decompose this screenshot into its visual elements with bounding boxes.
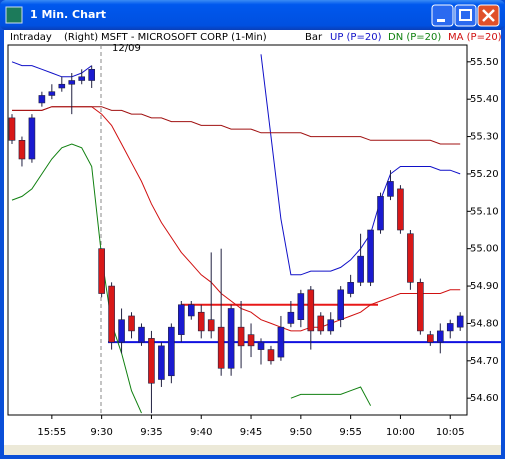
candle-body (257, 341, 265, 350)
x-tick-label: 9:40 (190, 427, 212, 438)
y-tick-label: 55.40 (470, 94, 499, 105)
x-tick-label: 9:50 (290, 427, 312, 438)
y-tick-label: 55.30 (470, 132, 499, 143)
y-tick-label: 55.00 (470, 244, 499, 255)
candle-body (138, 326, 145, 343)
candle-body (58, 83, 66, 89)
candle-body (367, 229, 374, 283)
candle-body (267, 349, 275, 362)
y-tick-label: 55.50 (470, 57, 499, 68)
candle-body (456, 315, 464, 328)
header-mode: Intraday (10, 32, 52, 43)
candle-body (98, 248, 105, 294)
indicator-line (11, 143, 372, 414)
candle-body (118, 319, 125, 343)
close-button[interactable] (477, 4, 500, 27)
legend-entry: DN (P=20) (388, 32, 441, 43)
x-tick-label: 9:30 (90, 427, 112, 438)
candle-body (436, 330, 444, 343)
candle-body (108, 285, 115, 343)
candle-body (168, 326, 175, 377)
candle-body (28, 117, 36, 160)
candle-body (327, 319, 335, 332)
candle-body (237, 326, 245, 347)
candle-body (178, 304, 185, 335)
y-tick-label: 54.80 (470, 318, 499, 329)
candle-body (387, 181, 394, 197)
y-tick-label: 54.70 (470, 356, 499, 367)
x-tick-label: 9:35 (140, 427, 162, 438)
candle-body (148, 338, 155, 384)
x-tick-label: 10:05 (436, 427, 465, 438)
candle-body (48, 91, 56, 96)
candle-body (158, 345, 165, 380)
candle-body (446, 323, 454, 332)
title-bar (0, 0, 505, 30)
candle-body (407, 233, 414, 283)
candle-body (277, 326, 285, 358)
candle-body (287, 311, 295, 324)
maximize-button[interactable] (454, 4, 477, 27)
candle-body (187, 304, 195, 317)
candle-body (307, 289, 315, 332)
candle-body (78, 76, 86, 81)
window-title: 1 Min. Chart (30, 8, 106, 21)
header-side: (Right) (64, 32, 98, 43)
candle-body (88, 68, 95, 81)
candle-body (68, 80, 76, 85)
candle-body (417, 282, 424, 332)
legend-entry: MA (P=20) (448, 32, 502, 43)
x-tick-label: 10:00 (386, 427, 415, 438)
y-tick-label: 54.90 (470, 281, 499, 292)
candle-body (217, 326, 225, 369)
x-tick-label: 15:55 (37, 427, 66, 438)
legend-entry: UP (P=20) (330, 32, 382, 43)
candle-body (207, 319, 215, 332)
y-tick-label: 54.60 (470, 393, 499, 404)
candle-body (297, 293, 305, 320)
candle-body (227, 308, 235, 369)
candle-body (197, 311, 205, 332)
candle-body (247, 334, 255, 347)
candle-body (18, 140, 26, 160)
candle-body (427, 334, 434, 343)
x-tick-label: 9:45 (240, 427, 262, 438)
header-style: Bar (305, 32, 323, 43)
candle-body (347, 282, 354, 294)
app-icon (5, 6, 23, 24)
minimize-button[interactable] (431, 4, 454, 27)
y-tick-label: 55.10 (470, 206, 499, 217)
candle-body (337, 289, 344, 320)
x-tick-label: 9:55 (339, 427, 361, 438)
indicator-line (12, 106, 461, 145)
status-strip (4, 445, 501, 455)
header-date: 12/09 (112, 43, 141, 54)
candle-body (397, 188, 404, 231)
plot-frame (7, 44, 468, 416)
header-symbol: MSFT - MICROSOFT CORP (1-Min) (101, 32, 267, 43)
candle-body (128, 315, 135, 332)
chart-background (4, 30, 501, 455)
candle-body (357, 255, 364, 283)
candle-body (317, 315, 325, 332)
candle-body (377, 196, 384, 231)
candle-body (8, 117, 16, 141)
y-tick-label: 55.20 (470, 169, 499, 180)
candle-body (38, 95, 46, 104)
